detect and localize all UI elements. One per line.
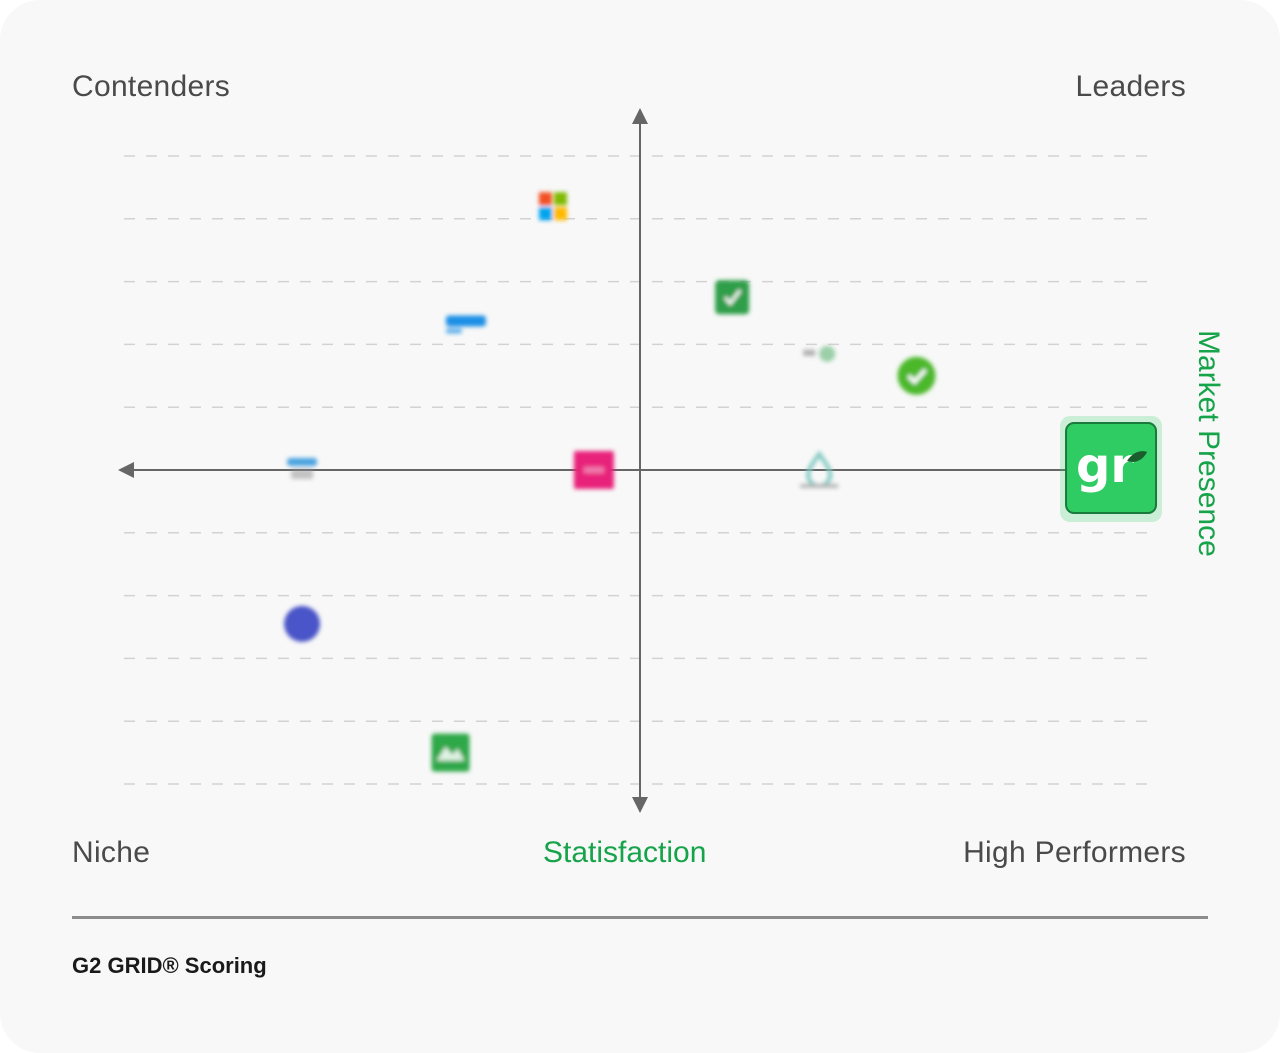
green-mountain-logo-icon <box>431 733 470 772</box>
teal-drop-logo-icon <box>800 450 839 488</box>
green-check-square-icon <box>715 280 750 315</box>
pink-square-logo-icon <box>573 451 614 489</box>
quadrant-label-leaders: Leaders <box>1075 70 1186 103</box>
blue-circle-logo-icon <box>284 605 321 642</box>
blue-cloud-logo-icon <box>445 315 486 334</box>
data-points: gr <box>284 192 1163 772</box>
quadrant-label-contenders: Contenders <box>72 70 231 103</box>
footer-title: G2 GRID® Scoring <box>72 953 267 978</box>
svg-text:gr: gr <box>1076 438 1134 494</box>
gr-logo-icon: gr <box>1060 416 1163 522</box>
blue-wordmark-logo-icon <box>287 458 318 479</box>
green-check-circle-icon <box>897 356 936 395</box>
four-squares-logo-icon <box>538 192 567 221</box>
x-axis-label: Statisfaction <box>543 836 707 869</box>
footer-divider <box>72 916 1208 919</box>
y-axis-label: Market Presence <box>1192 330 1225 557</box>
quadrant-label-niche: Niche <box>72 836 151 869</box>
quadrant-label-high-performers: High Performers <box>963 836 1186 869</box>
small-text-logo-icon <box>803 345 836 362</box>
